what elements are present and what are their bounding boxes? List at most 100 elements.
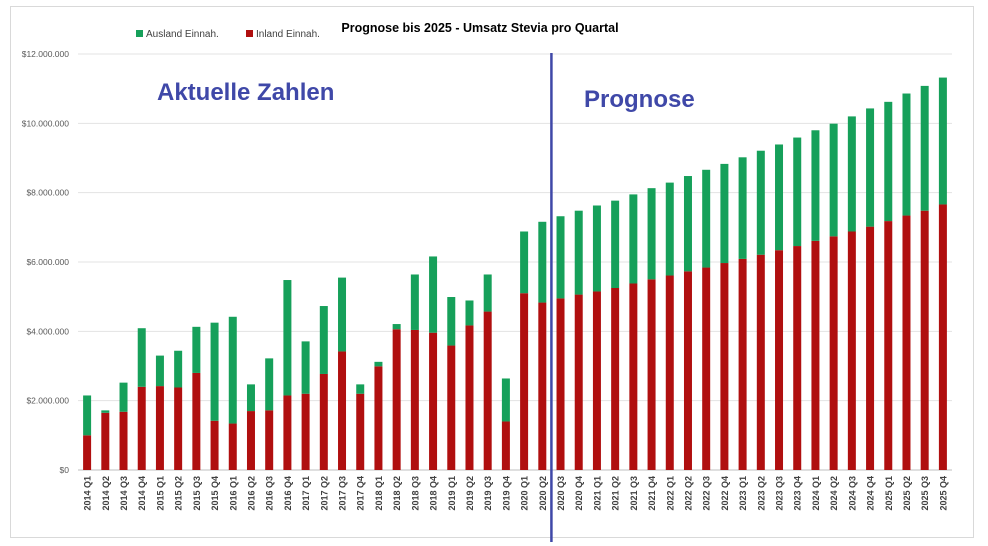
bar-ausland xyxy=(210,322,219,421)
bar-inland xyxy=(501,421,510,470)
bar-ausland xyxy=(556,216,565,299)
x-tick-label: 2015 Q4 xyxy=(210,476,220,511)
x-tick-label: 2025 Q2 xyxy=(902,476,912,511)
x-tick-label: 2021 Q3 xyxy=(629,476,639,511)
bar-inland xyxy=(829,236,838,470)
bar-inland xyxy=(756,254,765,470)
bar-inland xyxy=(410,329,419,470)
x-tick-label: 2015 Q2 xyxy=(174,476,184,511)
bar-inland xyxy=(683,271,692,470)
y-tick-label: $8.000.000 xyxy=(26,188,69,198)
bar-ausland xyxy=(246,384,255,412)
x-tick-label: 2021 Q2 xyxy=(611,476,621,511)
legend-swatch-inland xyxy=(246,30,253,37)
x-tick-label: 2017 Q4 xyxy=(356,476,366,511)
x-axis-tick-labels: 2014 Q1 2014 Q2 2014 Q3 2014 Q4 2015 Q1 2015 … xyxy=(83,476,949,511)
bar-ausland xyxy=(738,157,747,259)
legend: Ausland Einnah. Inland Einnah. xyxy=(136,29,320,40)
bar-ausland xyxy=(119,382,128,412)
x-tick-label: 2016 Q4 xyxy=(283,476,293,511)
bar-ausland xyxy=(283,280,292,396)
bar-inland xyxy=(647,279,656,470)
bar-inland xyxy=(392,329,401,470)
bar-inland xyxy=(665,275,674,470)
x-tick-label: 2022 Q2 xyxy=(683,476,693,511)
x-tick-label: 2014 Q4 xyxy=(137,476,147,511)
x-tick-label: 2021 Q1 xyxy=(592,476,602,511)
bar-ausland xyxy=(83,395,92,436)
x-tick-label: 2019 Q2 xyxy=(465,476,475,511)
bar-ausland xyxy=(811,130,820,241)
x-tick-label: 2014 Q3 xyxy=(119,476,129,511)
y-tick-label: $12.000.000 xyxy=(22,49,70,59)
bar-ausland xyxy=(410,274,419,330)
legend-swatch-ausland xyxy=(136,30,143,37)
x-tick-label: 2017 Q2 xyxy=(319,476,329,511)
bar-inland xyxy=(592,291,601,470)
x-tick-label: 2020 Q1 xyxy=(520,476,530,511)
bar-inland xyxy=(574,294,583,470)
bar-inland xyxy=(137,386,146,470)
bar-ausland xyxy=(174,350,183,388)
bar-ausland xyxy=(429,256,438,333)
bar-inland xyxy=(775,250,784,470)
x-tick-label: 2018 Q4 xyxy=(429,476,439,511)
x-tick-label: 2019 Q1 xyxy=(447,476,457,511)
bar-ausland xyxy=(793,137,802,247)
bar-series xyxy=(83,77,947,470)
bar-inland xyxy=(319,373,328,470)
x-tick-label: 2015 Q1 xyxy=(155,476,165,511)
bar-inland xyxy=(429,332,438,470)
x-tick-label: 2023 Q1 xyxy=(738,476,748,511)
bar-ausland xyxy=(447,297,456,346)
bar-inland xyxy=(228,423,237,470)
bar-inland xyxy=(338,351,347,470)
y-tick-label: $10.000.000 xyxy=(22,118,70,128)
bar-inland xyxy=(119,411,128,470)
x-tick-label: 2025 Q3 xyxy=(920,476,930,511)
x-tick-label: 2023 Q2 xyxy=(756,476,766,511)
bar-inland xyxy=(210,420,219,470)
bar-ausland xyxy=(265,358,274,411)
bar-ausland xyxy=(574,210,583,295)
x-tick-label: 2018 Q1 xyxy=(374,476,384,511)
bar-ausland xyxy=(356,384,365,394)
bar-inland xyxy=(83,435,92,470)
bar-ausland xyxy=(702,169,711,268)
bar-ausland xyxy=(938,77,947,205)
y-tick-label: $4.000.000 xyxy=(26,326,69,336)
bar-inland xyxy=(811,240,820,470)
bar-inland xyxy=(738,258,747,470)
annotation-current: Aktuelle Zahlen xyxy=(157,79,334,106)
bar-ausland xyxy=(884,101,893,222)
bar-inland xyxy=(356,393,365,470)
x-tick-label: 2021 Q4 xyxy=(647,476,657,511)
x-tick-label: 2018 Q3 xyxy=(410,476,420,511)
bar-ausland xyxy=(592,205,601,292)
bar-ausland xyxy=(301,341,310,394)
bar-inland xyxy=(538,302,547,470)
bar-inland xyxy=(101,412,110,470)
bar-inland xyxy=(920,210,929,470)
legend-label-ausland: Ausland Einnah. xyxy=(146,29,219,40)
annotation-forecast: Prognose xyxy=(584,86,695,113)
x-tick-label: 2019 Q3 xyxy=(483,476,493,511)
bar-ausland xyxy=(319,306,328,374)
y-tick-label: $0 xyxy=(60,465,70,475)
chart-frame xyxy=(10,6,974,538)
bar-ausland xyxy=(338,277,347,352)
bar-inland xyxy=(155,386,164,470)
bar-ausland xyxy=(902,93,911,216)
bar-ausland xyxy=(392,324,401,330)
legend-label-inland: Inland Einnah. xyxy=(256,29,320,40)
x-tick-label: 2016 Q1 xyxy=(228,476,238,511)
x-tick-label: 2016 Q2 xyxy=(246,476,256,511)
bar-inland xyxy=(192,372,201,470)
bar-inland xyxy=(483,311,492,470)
x-tick-label: 2024 Q4 xyxy=(866,476,876,511)
bar-ausland xyxy=(920,85,929,211)
bar-inland xyxy=(629,283,638,470)
bar-inland xyxy=(793,246,802,470)
x-tick-label: 2025 Q1 xyxy=(884,476,894,511)
